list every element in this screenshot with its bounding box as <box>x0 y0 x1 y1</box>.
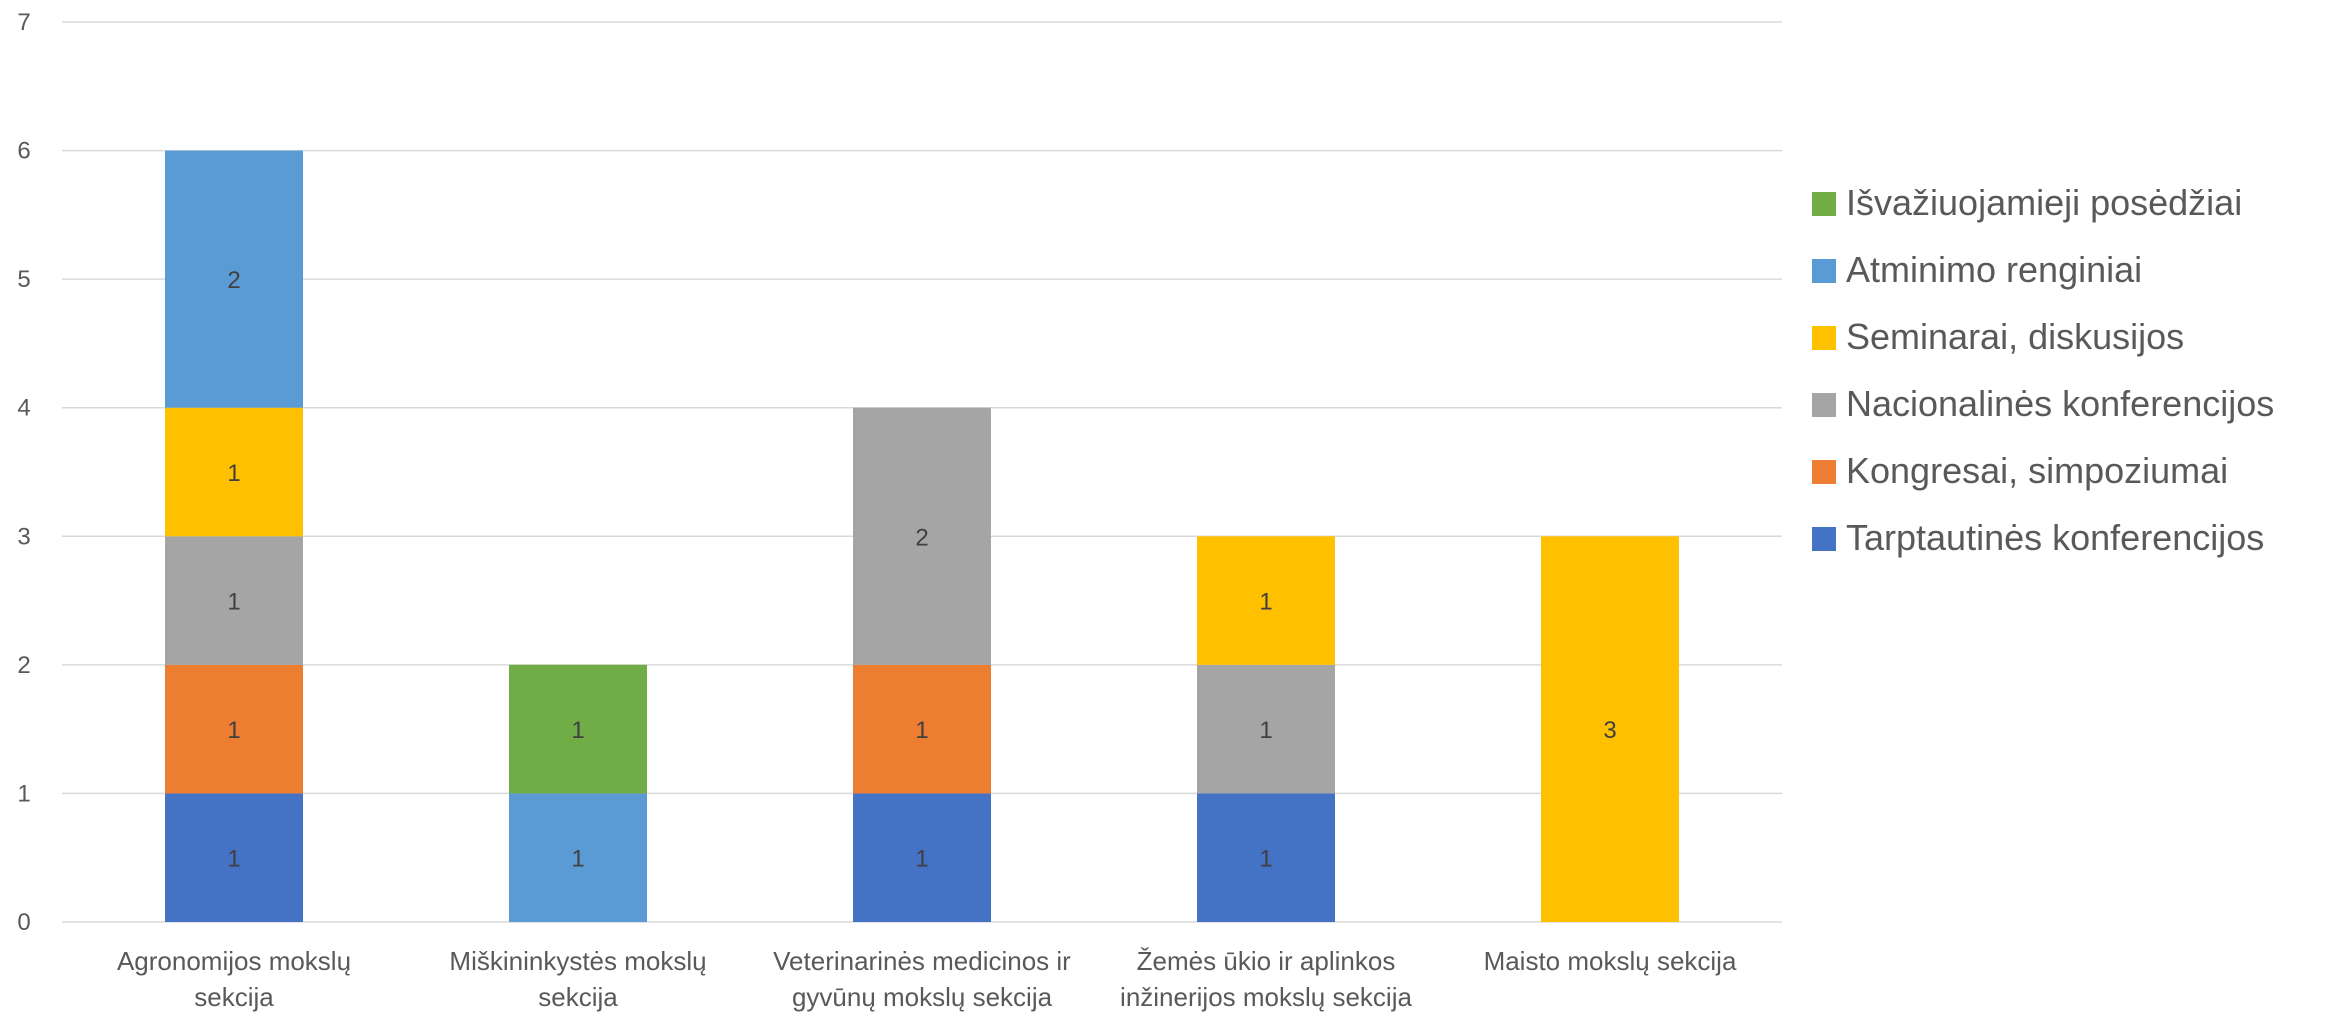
bar-segment <box>1541 536 1679 922</box>
x-tick-label: gyvūnų mokslų sekcija <box>792 982 1053 1012</box>
bar-segment <box>165 793 303 922</box>
bar-segment <box>165 664 303 794</box>
x-tick-label: inžinerijos mokslų sekcija <box>1120 982 1412 1012</box>
bars: 1 1 1 1 2 1 1 1 1 2 1 1 1 3 <box>165 150 1679 922</box>
bar-segment <box>509 664 647 794</box>
data-label: 1 <box>915 717 928 744</box>
y-tick-label: 2 <box>17 652 30 679</box>
data-label: 1 <box>915 846 928 873</box>
data-label: 1 <box>1259 846 1272 873</box>
y-tick-label: 4 <box>17 395 30 422</box>
bar-segment <box>1197 664 1335 794</box>
data-label: 1 <box>227 589 240 616</box>
bar-segment <box>853 407 991 665</box>
data-label: 1 <box>227 846 240 873</box>
legend-label: Kongresai, simpoziumai <box>1846 450 2228 491</box>
legend-label: Atminimo renginiai <box>1846 249 2142 290</box>
data-label: 1 <box>1259 717 1272 744</box>
data-label: 1 <box>571 846 584 873</box>
y-tick-label: 7 <box>17 9 30 36</box>
legend-label: Nacionalinės konferencijos <box>1846 383 2274 424</box>
data-label: 1 <box>227 717 240 744</box>
x-tick-label: Agronomijos mokslų <box>117 946 351 976</box>
bar-segment <box>165 407 303 537</box>
x-tick-label: Veterinarinės medicinos ir <box>773 946 1071 976</box>
y-tick-label: 0 <box>17 909 30 936</box>
x-tick-label: sekcija <box>194 982 274 1012</box>
bar-segment <box>853 793 991 922</box>
x-tick-label: Maisto mokslų sekcija <box>1484 946 1737 976</box>
y-tick-label: 1 <box>17 780 30 807</box>
y-tick-label: 5 <box>17 266 30 293</box>
legend-label: Išvažiuojamieji posėdžiai <box>1846 182 2242 223</box>
bar-segment <box>1197 536 1335 665</box>
bar-segment <box>853 664 991 794</box>
y-axis-ticks: 0 1 2 3 4 5 6 7 <box>17 9 30 936</box>
x-tick-label: Miškininkystės mokslų <box>449 946 706 976</box>
legend-swatch <box>1812 527 1836 551</box>
y-tick-label: 6 <box>17 138 30 165</box>
data-label: 1 <box>227 460 240 487</box>
data-label: 2 <box>227 267 240 294</box>
legend-label: Seminarai, diskusijos <box>1846 316 2184 357</box>
x-axis-ticks: Agronomijos mokslų sekcija Miškininkystės … <box>117 946 1737 1012</box>
bar-segment <box>1197 793 1335 922</box>
legend-swatch <box>1812 393 1836 417</box>
bar-segment <box>165 536 303 665</box>
data-label: 3 <box>1603 717 1616 744</box>
data-label: 2 <box>915 524 928 551</box>
legend-swatch <box>1812 192 1836 216</box>
x-tick-label: Žemės ūkio ir aplinkos <box>1137 946 1396 976</box>
legend: Išvažiuojamieji posėdžiai Atminimo rengin… <box>1812 182 2274 558</box>
legend-swatch <box>1812 326 1836 350</box>
legend-label: Tarptautinės konferencijos <box>1846 517 2264 558</box>
x-tick-label: sekcija <box>538 982 618 1012</box>
data-label: 1 <box>571 717 584 744</box>
data-label: 1 <box>1259 589 1272 616</box>
bar-segment <box>509 793 647 922</box>
legend-swatch <box>1812 460 1836 484</box>
bar-segment <box>165 150 303 408</box>
y-tick-label: 3 <box>17 523 30 550</box>
legend-swatch <box>1812 259 1836 283</box>
